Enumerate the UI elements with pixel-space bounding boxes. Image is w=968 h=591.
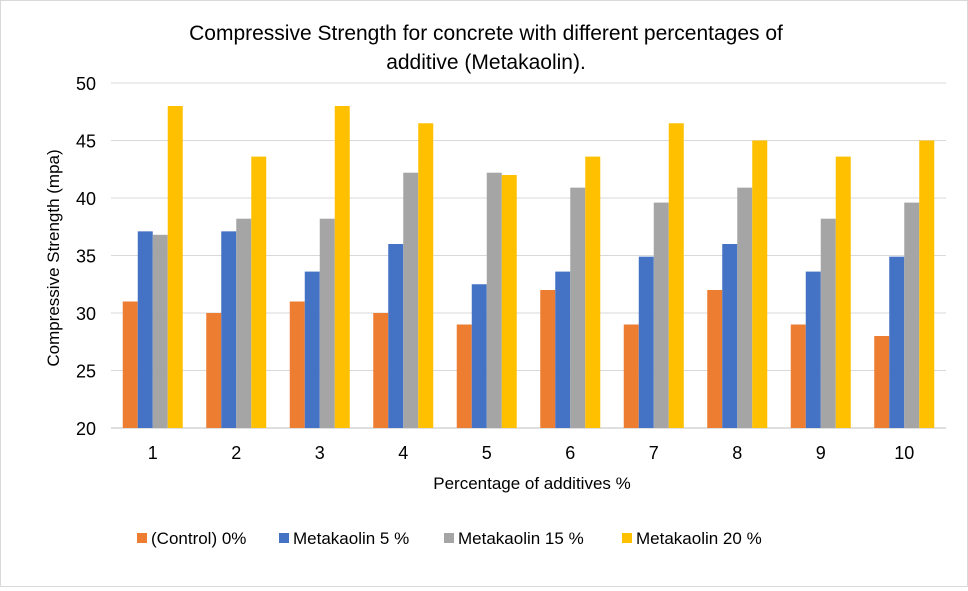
- bar: [904, 202, 920, 428]
- y-tick-label: 40: [76, 189, 96, 209]
- y-tick-labels: 20 25 30 35 40 45 50: [76, 74, 96, 439]
- y-tick-label: 20: [76, 419, 96, 439]
- legend-swatch: [622, 533, 632, 543]
- bar: [623, 324, 639, 428]
- x-tick-label: 2: [231, 443, 241, 463]
- x-tick-label: 1: [148, 443, 158, 463]
- y-tick-label: 45: [76, 132, 96, 152]
- bar: [251, 156, 267, 428]
- legend: (Control) 0% Metakaolin 5 % Metakaolin 15 …: [137, 529, 762, 548]
- bar: [388, 244, 404, 428]
- bar: [722, 244, 738, 428]
- bar: [137, 231, 153, 428]
- bar: [790, 324, 806, 428]
- bar: [874, 336, 890, 428]
- legend-swatch: [137, 533, 147, 543]
- x-tick-label: 10: [894, 443, 914, 463]
- x-tick-label: 9: [816, 443, 826, 463]
- y-tick-label: 30: [76, 304, 96, 324]
- x-tick-label: 3: [315, 443, 325, 463]
- legend-swatch: [279, 533, 289, 543]
- bar: [835, 156, 851, 428]
- bar: [319, 218, 335, 428]
- y-tick-label: 35: [76, 247, 96, 267]
- bar: [540, 290, 556, 428]
- bar: [486, 172, 502, 428]
- bar: [221, 231, 237, 428]
- bar: [206, 313, 222, 428]
- legend-label: Metakaolin 15 %: [458, 529, 584, 548]
- bar: [289, 301, 305, 428]
- bar: [304, 271, 320, 428]
- bar: [501, 175, 517, 428]
- bar: [737, 187, 753, 428]
- bar: [122, 301, 138, 428]
- x-tick-label: 4: [398, 443, 408, 463]
- bar: [585, 156, 601, 428]
- bar: [889, 256, 905, 428]
- y-tick-label: 25: [76, 362, 96, 382]
- bar: [707, 290, 723, 428]
- x-tick-label: 5: [482, 443, 492, 463]
- x-axis-label: Percentage of additives %: [433, 474, 631, 493]
- bar: [752, 140, 768, 428]
- legend-label: Metakaolin 20 %: [636, 529, 762, 548]
- bar: [820, 218, 836, 428]
- bar: [471, 284, 487, 428]
- bar: [334, 106, 350, 428]
- bar: [919, 140, 935, 428]
- bar: [418, 123, 434, 428]
- bar: [668, 123, 684, 428]
- bar: [456, 324, 472, 428]
- bar: [570, 187, 586, 428]
- legend-label: (Control) 0%: [151, 529, 246, 548]
- bar: [638, 256, 654, 428]
- y-axis-label: Compressive Strength (mpa): [44, 149, 63, 366]
- x-tick-label: 6: [565, 443, 575, 463]
- bar: [373, 313, 389, 428]
- bar: [555, 271, 571, 428]
- x-tick-labels: 1 2 3 4 5 6 7 8 9 10: [148, 443, 915, 463]
- bars: [122, 106, 935, 428]
- bar: [653, 202, 669, 428]
- legend-label: Metakaolin 5 %: [293, 529, 409, 548]
- x-tick-label: 7: [649, 443, 659, 463]
- bar: [152, 234, 168, 428]
- bar: [167, 106, 183, 428]
- chart-title-line-1: Compressive Strength for concrete with d…: [189, 22, 783, 45]
- chart-title-line-2: additive (Metakaolin).: [386, 51, 586, 74]
- y-tick-label: 50: [76, 74, 96, 94]
- legend-swatch: [444, 533, 454, 543]
- bar: [805, 271, 821, 428]
- bar: [236, 218, 252, 428]
- bar: [403, 172, 419, 428]
- x-tick-label: 8: [732, 443, 742, 463]
